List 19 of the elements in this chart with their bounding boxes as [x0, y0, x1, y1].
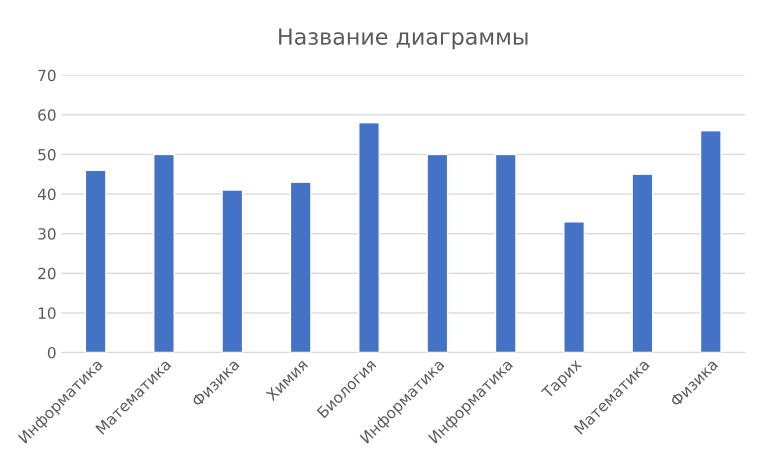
chart-title: Название диаграммы — [279, 28, 528, 50]
y-tick-label: 0 — [48, 346, 56, 359]
y-tick-label: 10 — [38, 307, 56, 319]
y-tick-label: 40 — [38, 188, 56, 200]
bar — [221, 189, 244, 352]
bar — [563, 221, 586, 352]
bar — [153, 154, 175, 352]
bar — [290, 181, 312, 352]
bar — [84, 170, 107, 352]
y-tick-label: 20 — [38, 268, 56, 280]
y-tick-label: 50 — [38, 148, 56, 160]
bar — [700, 130, 722, 352]
y-tick-label: 60 — [38, 109, 56, 121]
y-tick-label: 30 — [38, 228, 56, 240]
bar — [494, 154, 517, 352]
bar — [426, 154, 448, 352]
y-tick-label: 70 — [38, 70, 56, 82]
bar — [358, 122, 380, 352]
bar — [631, 174, 654, 352]
